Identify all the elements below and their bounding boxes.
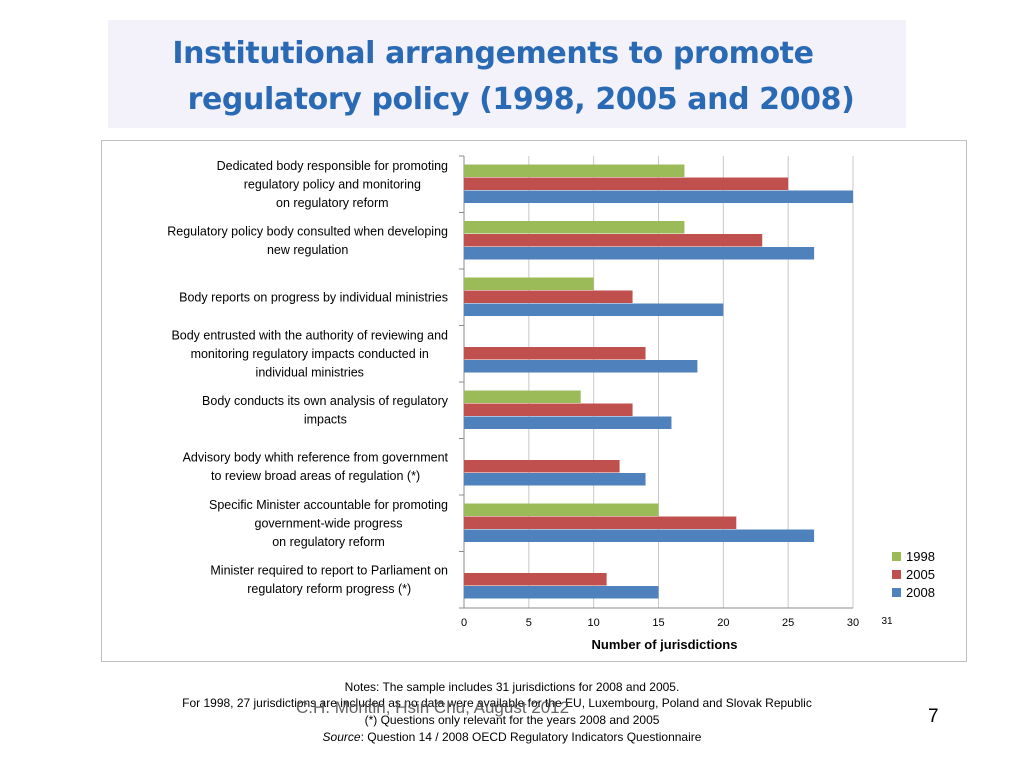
bar-2008 — [464, 303, 724, 316]
category-label: Advisory body whith reference from gover… — [183, 451, 449, 465]
x-tick-label: 30 — [847, 617, 859, 629]
bar-2005 — [464, 290, 633, 303]
category-label: Minister required to report to Parliamen… — [210, 564, 448, 578]
x-tick-label: 0 — [461, 617, 467, 629]
category-label: Dedicated body responsible for promoting — [217, 159, 448, 173]
category-label: monitoring regulatory impacts conducted … — [191, 347, 429, 361]
x-tick-label: 15 — [652, 617, 664, 629]
x-axis-title: Number of jurisdictions — [592, 637, 738, 652]
chart-frame: Dedicated body responsible for promoting… — [101, 140, 967, 662]
category-label: Body conducts its own analysis of regula… — [202, 394, 449, 408]
category-label: regulatory policy and monitoring — [244, 177, 421, 191]
legend-swatch-2005 — [892, 570, 901, 579]
bar-2005 — [464, 234, 763, 247]
source-line: Source: Question 14 / 2008 OECD Regulato… — [0, 730, 1024, 744]
x-tick-label: 5 — [526, 617, 532, 629]
x-tick-label: 10 — [588, 617, 600, 629]
category-label: to review broad areas of regulation (*) — [211, 469, 420, 483]
notes-line: For 1998, 27 jurisdictions are included … — [182, 696, 812, 710]
category-label: impacts — [304, 413, 347, 427]
legend-swatch-1998 — [892, 552, 901, 561]
notes-line: Notes: The sample includes 31 jurisdicti… — [344, 680, 680, 694]
bar-2005 — [464, 403, 633, 416]
category-label: Specific Minister accountable for promot… — [209, 498, 448, 512]
legend-label-2008: 2008 — [906, 585, 935, 600]
bar-2005 — [464, 573, 607, 586]
category-label: government-wide progress — [255, 516, 403, 530]
legend-label-2005: 2005 — [906, 567, 935, 582]
bar-2005 — [464, 177, 789, 190]
page-number: 7 — [928, 706, 939, 727]
bar-2008 — [464, 360, 698, 373]
category-label: on regulatory reform — [272, 535, 385, 549]
bar-2005 — [464, 460, 620, 473]
x-tick-label: 25 — [782, 617, 794, 629]
bar-1998 — [464, 164, 685, 177]
legend-swatch-2008 — [892, 588, 901, 597]
bar-2008 — [464, 473, 646, 486]
bar-1998 — [464, 277, 594, 290]
x-tick-label: 20 — [717, 617, 729, 629]
bar-2005 — [464, 347, 646, 360]
bar-1998 — [464, 503, 659, 516]
notes-line: (*) Questions only relevant for the year… — [364, 713, 660, 727]
bar-2008 — [464, 247, 815, 260]
category-label: Body reports on progress by individual m… — [179, 290, 448, 304]
bar-1998 — [464, 221, 685, 234]
bar-2008 — [464, 190, 853, 203]
category-label: on regulatory reform — [276, 196, 389, 210]
bar-2008 — [464, 416, 672, 429]
category-label: new regulation — [267, 243, 348, 257]
legend-label-1998: 1998 — [906, 549, 935, 564]
bar-chart: Dedicated body responsible for promoting… — [167, 155, 935, 652]
footer-author: C.H. Montin, Hsin Chu, August 2012 — [296, 698, 570, 717]
page-title-line-2: regulatory policy (1998, 2005 and 2008) — [187, 82, 855, 117]
title-box: Institutional arrangements to promote re… — [108, 20, 906, 128]
page-title-line-1: Institutional arrangements to promote — [172, 36, 814, 71]
source-text: : Question 14 / 2008 OECD Regulatory Ind… — [360, 730, 702, 744]
bar-2005 — [464, 516, 737, 529]
bar-2008 — [464, 586, 659, 599]
category-label: individual ministries — [256, 365, 364, 379]
bar-2008 — [464, 529, 815, 542]
category-label: Regulatory policy body consulted when de… — [167, 225, 448, 239]
x-tick-label-extra: 31 — [881, 616, 893, 627]
source-label: Source — [322, 730, 361, 744]
category-label: Body entrusted with the authority of rev… — [171, 328, 448, 342]
category-label: regulatory reform progress (*) — [247, 582, 411, 596]
bar-1998 — [464, 390, 581, 403]
